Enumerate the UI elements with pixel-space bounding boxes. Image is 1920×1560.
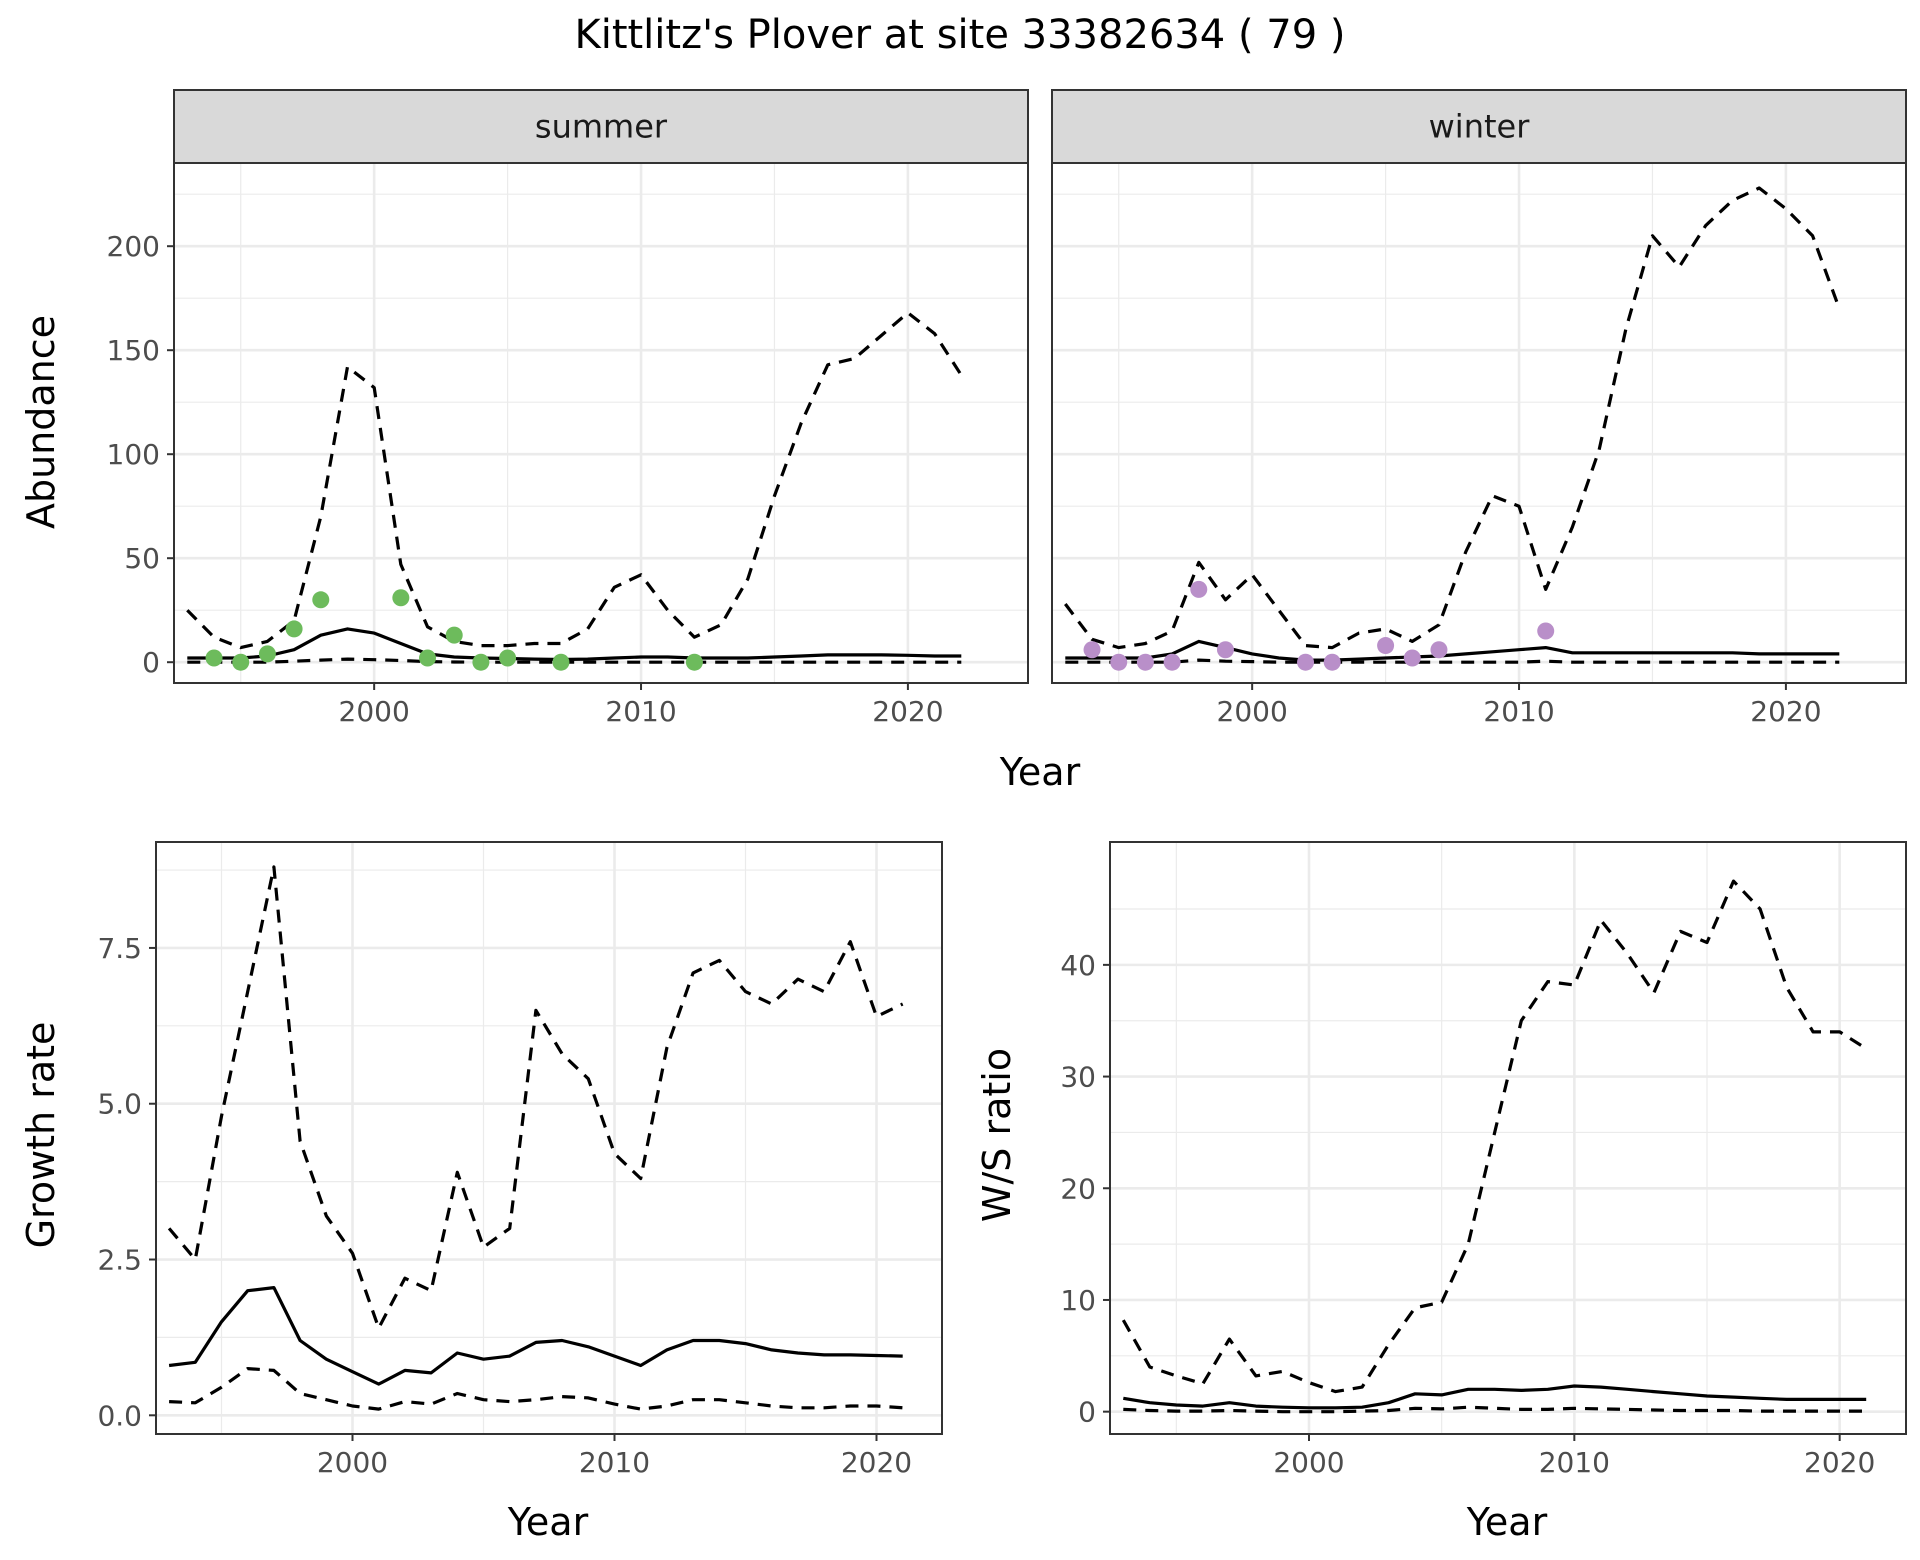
observation-point xyxy=(1323,653,1341,671)
y-tick-label: 10 xyxy=(1060,1284,1096,1317)
observation-point xyxy=(392,589,410,607)
observation-point xyxy=(1190,580,1208,598)
observation-point xyxy=(419,649,437,667)
series-line-lower xyxy=(1123,1405,1867,1414)
observation-point xyxy=(1537,622,1555,640)
series-line-estimate xyxy=(187,627,962,662)
growth-rate-panel: 2000 2010 2020 0.0 2.5 5.0 7.5 xyxy=(97,841,943,1479)
y-tick-label: 0 xyxy=(1078,1396,1096,1429)
y-tick-label: 150 xyxy=(107,334,160,367)
y-tick-label: 7.5 xyxy=(97,932,142,965)
x-tick-label: 2000 xyxy=(339,695,410,728)
series-line-upper xyxy=(186,311,963,650)
top-x-axis-title: Year xyxy=(999,750,1081,794)
x-tick-label: 2010 xyxy=(1539,1446,1610,1479)
observation-point xyxy=(1216,641,1234,659)
x-tick-label: 2010 xyxy=(1483,695,1554,728)
x-tick-label: 2010 xyxy=(605,695,676,728)
figure-title: Kittlitz's Plover at site 33382634 ( 79 … xyxy=(574,12,1345,58)
observation-point xyxy=(1377,637,1395,655)
y-tick-label: 0.0 xyxy=(97,1399,142,1432)
x-tick-label: 2020 xyxy=(872,695,943,728)
top-y-axis-title: Abundance xyxy=(19,315,63,529)
panel-background xyxy=(1110,842,1906,1434)
observation-point xyxy=(472,653,490,671)
panel-background xyxy=(1052,163,1906,683)
y-tick-label: 40 xyxy=(1060,949,1096,982)
x-tick-label: 2020 xyxy=(841,1446,912,1479)
y-tick-label: 0 xyxy=(142,646,160,679)
panel-border xyxy=(155,841,943,1435)
panel-background xyxy=(156,842,942,1434)
ws-y-axis-title: W/S ratio xyxy=(975,1048,1019,1222)
y-tick-label: 20 xyxy=(1060,1172,1096,1205)
growth-x-axis-title: Year xyxy=(507,1500,589,1544)
observation-point xyxy=(1163,653,1181,671)
series-line-lower xyxy=(169,1366,903,1411)
x-tick-label: 2000 xyxy=(1273,1446,1344,1479)
observation-point xyxy=(258,645,276,663)
x-tick-label: 2020 xyxy=(1750,695,1821,728)
facet-strip-label: summer xyxy=(535,108,668,146)
y-tick-label: 2.5 xyxy=(97,1244,142,1277)
x-tick-label: 2000 xyxy=(1217,695,1288,728)
y-tick-label: 5.0 xyxy=(97,1088,142,1121)
winter-abundance-panel: winter 2000 2010 2020 xyxy=(1051,89,1907,728)
observation-point xyxy=(1297,653,1315,671)
growth-y-axis-title: Growth rate xyxy=(19,1022,63,1249)
summer-abundance-panel: summer 2000 2010 2020 0 50 100 150 200 xyxy=(107,89,1029,728)
observation-point xyxy=(499,649,517,667)
series-line-estimate xyxy=(168,1285,903,1386)
y-tick-label: 100 xyxy=(107,438,160,471)
y-tick-label: 50 xyxy=(124,542,160,575)
observation-point xyxy=(285,620,303,638)
x-tick-label: 2020 xyxy=(1804,1446,1875,1479)
series-line-estimate xyxy=(1065,639,1840,662)
panel-border xyxy=(173,162,1029,684)
series-line-lower xyxy=(187,657,962,664)
observation-point xyxy=(685,653,703,671)
observation-point xyxy=(205,649,223,667)
series-line-upper xyxy=(1064,186,1841,650)
observation-point xyxy=(445,626,463,644)
y-tick-label: 30 xyxy=(1060,1061,1096,1094)
x-tick-label: 2000 xyxy=(317,1446,388,1479)
y-tick-label: 200 xyxy=(107,230,160,263)
observation-point xyxy=(232,653,250,671)
facet-strip xyxy=(1051,89,1907,164)
panel-border xyxy=(1109,841,1907,1435)
observation-point xyxy=(1083,641,1101,659)
series-line-estimate xyxy=(1123,1384,1867,1410)
observation-point xyxy=(1110,653,1128,671)
panel-border xyxy=(1051,162,1907,684)
series-line-lower xyxy=(1065,658,1840,664)
ws-x-axis-title: Year xyxy=(1466,1500,1548,1544)
facet-strip-label: winter xyxy=(1429,108,1531,146)
observation-point xyxy=(1136,653,1154,671)
panel-background xyxy=(174,163,1028,683)
observation-point xyxy=(1430,641,1448,659)
observation-point xyxy=(312,591,330,609)
observation-point xyxy=(1403,649,1421,667)
series-line-upper xyxy=(167,865,904,1330)
ws-ratio-panel: 2000 2010 2020 0 10 20 30 40 xyxy=(1060,841,1907,1479)
observation-point xyxy=(552,653,570,671)
facet-strip xyxy=(173,89,1029,164)
series-line-upper xyxy=(1121,879,1868,1394)
x-tick-label: 2010 xyxy=(579,1446,650,1479)
